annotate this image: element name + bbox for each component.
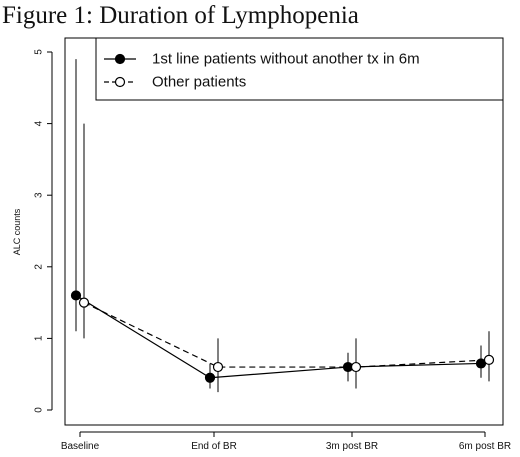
legend-label: 1st line patients without another tx in … bbox=[152, 51, 420, 68]
y-tick-label: 3 bbox=[34, 192, 45, 198]
series-1 bbox=[70, 59, 487, 389]
series-layer bbox=[70, 59, 495, 393]
y-tick-label: 5 bbox=[34, 49, 45, 55]
x-tick-label: End of BR bbox=[191, 441, 237, 452]
y-tick-label: 0 bbox=[34, 407, 45, 413]
data-point bbox=[204, 372, 216, 383]
figure-title: Figure 1: Duration of Lymphopenia bbox=[2, 2, 359, 29]
y-tick-label: 2 bbox=[34, 264, 45, 270]
x-tick-label: 3m post BR bbox=[326, 441, 378, 452]
data-point bbox=[483, 354, 495, 365]
data-point bbox=[70, 290, 82, 301]
legend: 1st line patients without another tx in … bbox=[95, 37, 504, 101]
data-point bbox=[78, 297, 90, 308]
series-line bbox=[75, 294, 482, 379]
series-2 bbox=[78, 123, 495, 393]
legend-label: Other patients bbox=[152, 74, 246, 91]
legend-box bbox=[95, 37, 504, 101]
y-axis: 0 1 2 3 4 5 bbox=[34, 49, 53, 413]
data-point bbox=[350, 361, 362, 373]
y-tick-label: 1 bbox=[34, 335, 45, 341]
data-point bbox=[212, 361, 224, 373]
x-tick-label: 6m post BR bbox=[459, 441, 511, 452]
legend-marker bbox=[114, 53, 126, 65]
x-tick-label: Baseline bbox=[61, 441, 100, 452]
legend-marker bbox=[114, 76, 126, 88]
series-line bbox=[83, 302, 490, 368]
y-axis-label: ALC counts bbox=[12, 208, 22, 255]
x-axis: Baseline End of BR 3m post BR 6m post BR bbox=[61, 431, 511, 452]
y-tick-label: 4 bbox=[34, 120, 45, 126]
